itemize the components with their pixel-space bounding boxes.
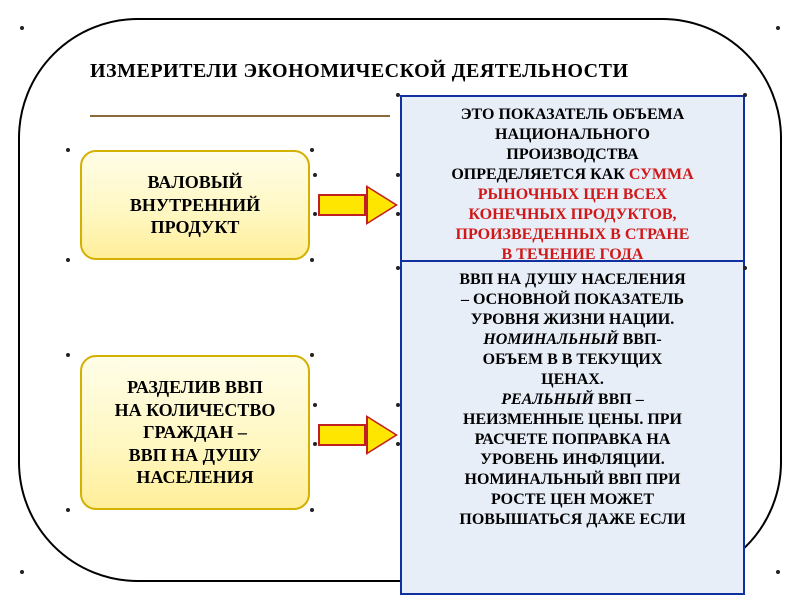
dot <box>313 173 317 177</box>
dot <box>396 266 400 270</box>
dot <box>66 508 70 512</box>
dot <box>396 173 400 177</box>
dot <box>66 353 70 357</box>
dot <box>776 26 780 30</box>
title-underline <box>90 115 390 117</box>
dot <box>20 26 24 30</box>
dot <box>310 353 314 357</box>
arrow-shaft <box>318 424 366 446</box>
arrow-head-icon <box>366 415 398 455</box>
dot <box>313 403 317 407</box>
dot <box>310 508 314 512</box>
arrow-top <box>318 185 398 225</box>
dot <box>396 403 400 407</box>
box-gdp-per-capita: РАЗДЕЛИВ ВВП НА КОЛИЧЕСТВО ГРАЖДАН – ВВП… <box>80 355 310 510</box>
box-gdp-label: ВАЛОВЫЙ ВНУТРЕННИЙ ПРОДУКТ <box>100 171 290 239</box>
dot <box>313 212 317 216</box>
dot <box>396 93 400 97</box>
arrow-bottom <box>318 415 398 455</box>
dot <box>743 266 747 270</box>
dot <box>310 258 314 262</box>
dot <box>313 442 317 446</box>
dot <box>396 212 400 216</box>
dot <box>396 442 400 446</box>
dot <box>66 258 70 262</box>
dot <box>743 93 747 97</box>
dot <box>20 570 24 574</box>
arrow-head-icon <box>366 185 398 225</box>
box-gdp-per-capita-text: РАЗДЕЛИВ ВВП НА КОЛИЧЕСТВО ГРАЖДАН – ВВП… <box>115 376 276 489</box>
definition-box-per-capita: ВВП НА ДУШУ НАСЕЛЕНИЯ – ОСНОВНОЙ ПОКАЗАТ… <box>400 260 745 595</box>
dot <box>776 570 780 574</box>
slide-title: ИЗМЕРИТЕЛИ ЭКОНОМИЧЕСКОЙ ДЕЯТЕЛЬНОСТИ <box>90 60 629 83</box>
dot <box>66 148 70 152</box>
arrow-shaft <box>318 194 366 216</box>
dot <box>310 148 314 152</box>
box-gdp: ВАЛОВЫЙ ВНУТРЕННИЙ ПРОДУКТ <box>80 150 310 260</box>
definition-box-gdp: ЭТО ПОКАЗАТЕЛЬ ОБЪЕМА НАЦИОНАЛЬНОГО ПРОИ… <box>400 95 745 270</box>
